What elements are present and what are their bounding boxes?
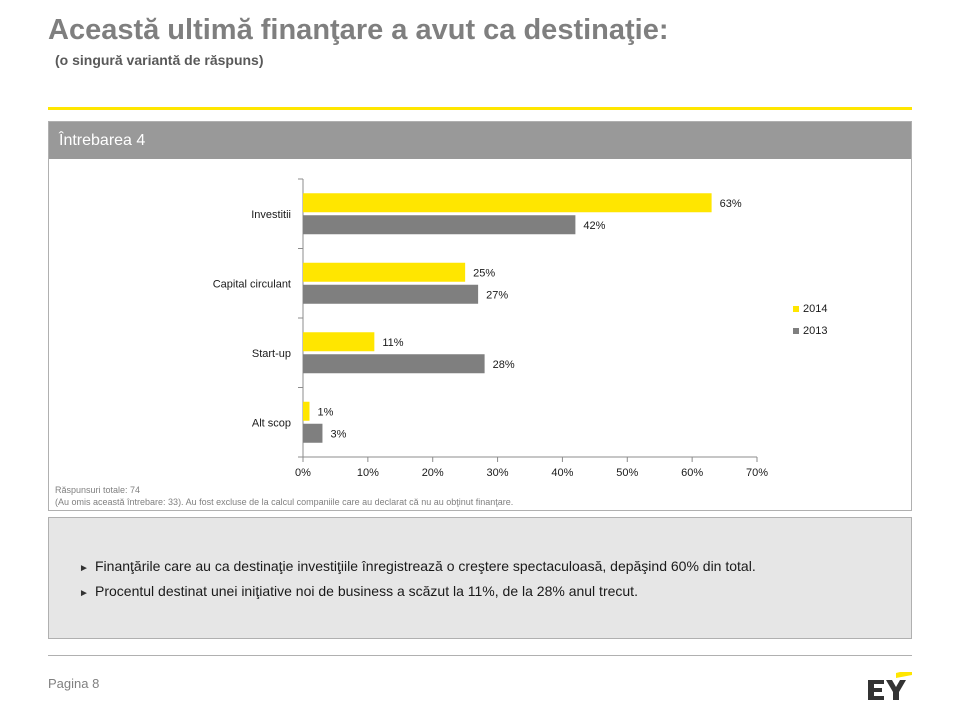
legend-swatch [793, 328, 799, 334]
chart-notes: Răspunsuri totale: 74 (Au omis această î… [55, 484, 513, 508]
x-tick-label: 70% [746, 467, 768, 479]
data-label-2013: 28% [493, 359, 515, 371]
chart-panel: Întrebarea 4 0% 10% 20% 30% 40% 50% 60% 70% Inve… [48, 121, 912, 511]
x-tick-label: 0% [295, 467, 311, 479]
summary-item: ► Finanţările care au ca destinaţie inves… [79, 558, 911, 574]
x-tick-label: 10% [357, 467, 379, 479]
bar-2014 [303, 401, 310, 421]
page-subtitle: (o singură variantă de răspuns) [55, 52, 264, 68]
data-label-2013: 42% [583, 220, 605, 232]
notes-total: Răspunsuri totale: 74 [55, 485, 141, 495]
data-label-2014: 11% [382, 337, 403, 349]
data-label-2014: 1% [317, 406, 333, 418]
arrow-bullet-icon: ► [79, 588, 89, 599]
summary-list: ► Finanţările care au ca destinaţie inves… [49, 518, 911, 599]
summary-item: ► Procentul destinat unei iniţiative noi … [79, 583, 911, 599]
bar-2013 [303, 284, 479, 304]
data-label-2014: 25% [473, 267, 495, 279]
x-tick-label: 30% [487, 467, 509, 479]
data-label-2013: 27% [486, 289, 508, 301]
footer-divider [48, 655, 912, 656]
category-label: Start-up [252, 348, 291, 360]
ey-logo: EY [868, 672, 912, 700]
bar-2014 [303, 332, 375, 352]
title-divider [48, 107, 912, 110]
legend-label: 2014 [803, 303, 827, 315]
summary-text: Finanţările care au ca destinaţie invest… [95, 558, 756, 574]
panel-header: Întrebarea 4 [49, 122, 911, 159]
category-label: Investitii [251, 209, 291, 221]
page-number: Pagina 8 [48, 676, 100, 691]
x-tick-label: 20% [422, 467, 444, 479]
summary-text: Procentul destinat unei iniţiative noi d… [95, 583, 638, 599]
page-title: Această ultimă finanţare a avut ca desti… [48, 14, 669, 46]
x-tick-label: 40% [551, 467, 573, 479]
summary-panel: ► Finanţările care au ca destinaţie inves… [48, 517, 912, 639]
notes-omitted: (Au omis această întrebare: 33). Au fost… [55, 497, 514, 507]
bar-2013 [303, 423, 323, 443]
x-tick-label: 50% [616, 467, 638, 479]
data-label-2013: 3% [330, 428, 346, 440]
bar-2014 [303, 262, 466, 282]
category-label: Capital circulant [213, 278, 291, 290]
x-tick-label: 60% [681, 467, 703, 479]
arrow-bullet-icon: ► [79, 563, 89, 574]
category-label: Alt scop [252, 417, 291, 429]
bar-2014 [303, 193, 712, 213]
bar-2013 [303, 354, 485, 374]
legend-label: 2013 [803, 325, 827, 337]
bar-2013 [303, 215, 576, 235]
legend-swatch [793, 306, 799, 312]
bar-chart: 0% 10% 20% 30% 40% 50% 60% 70% Investitii 63% 42% C… [213, 178, 827, 479]
data-label-2014: 63% [720, 198, 742, 210]
